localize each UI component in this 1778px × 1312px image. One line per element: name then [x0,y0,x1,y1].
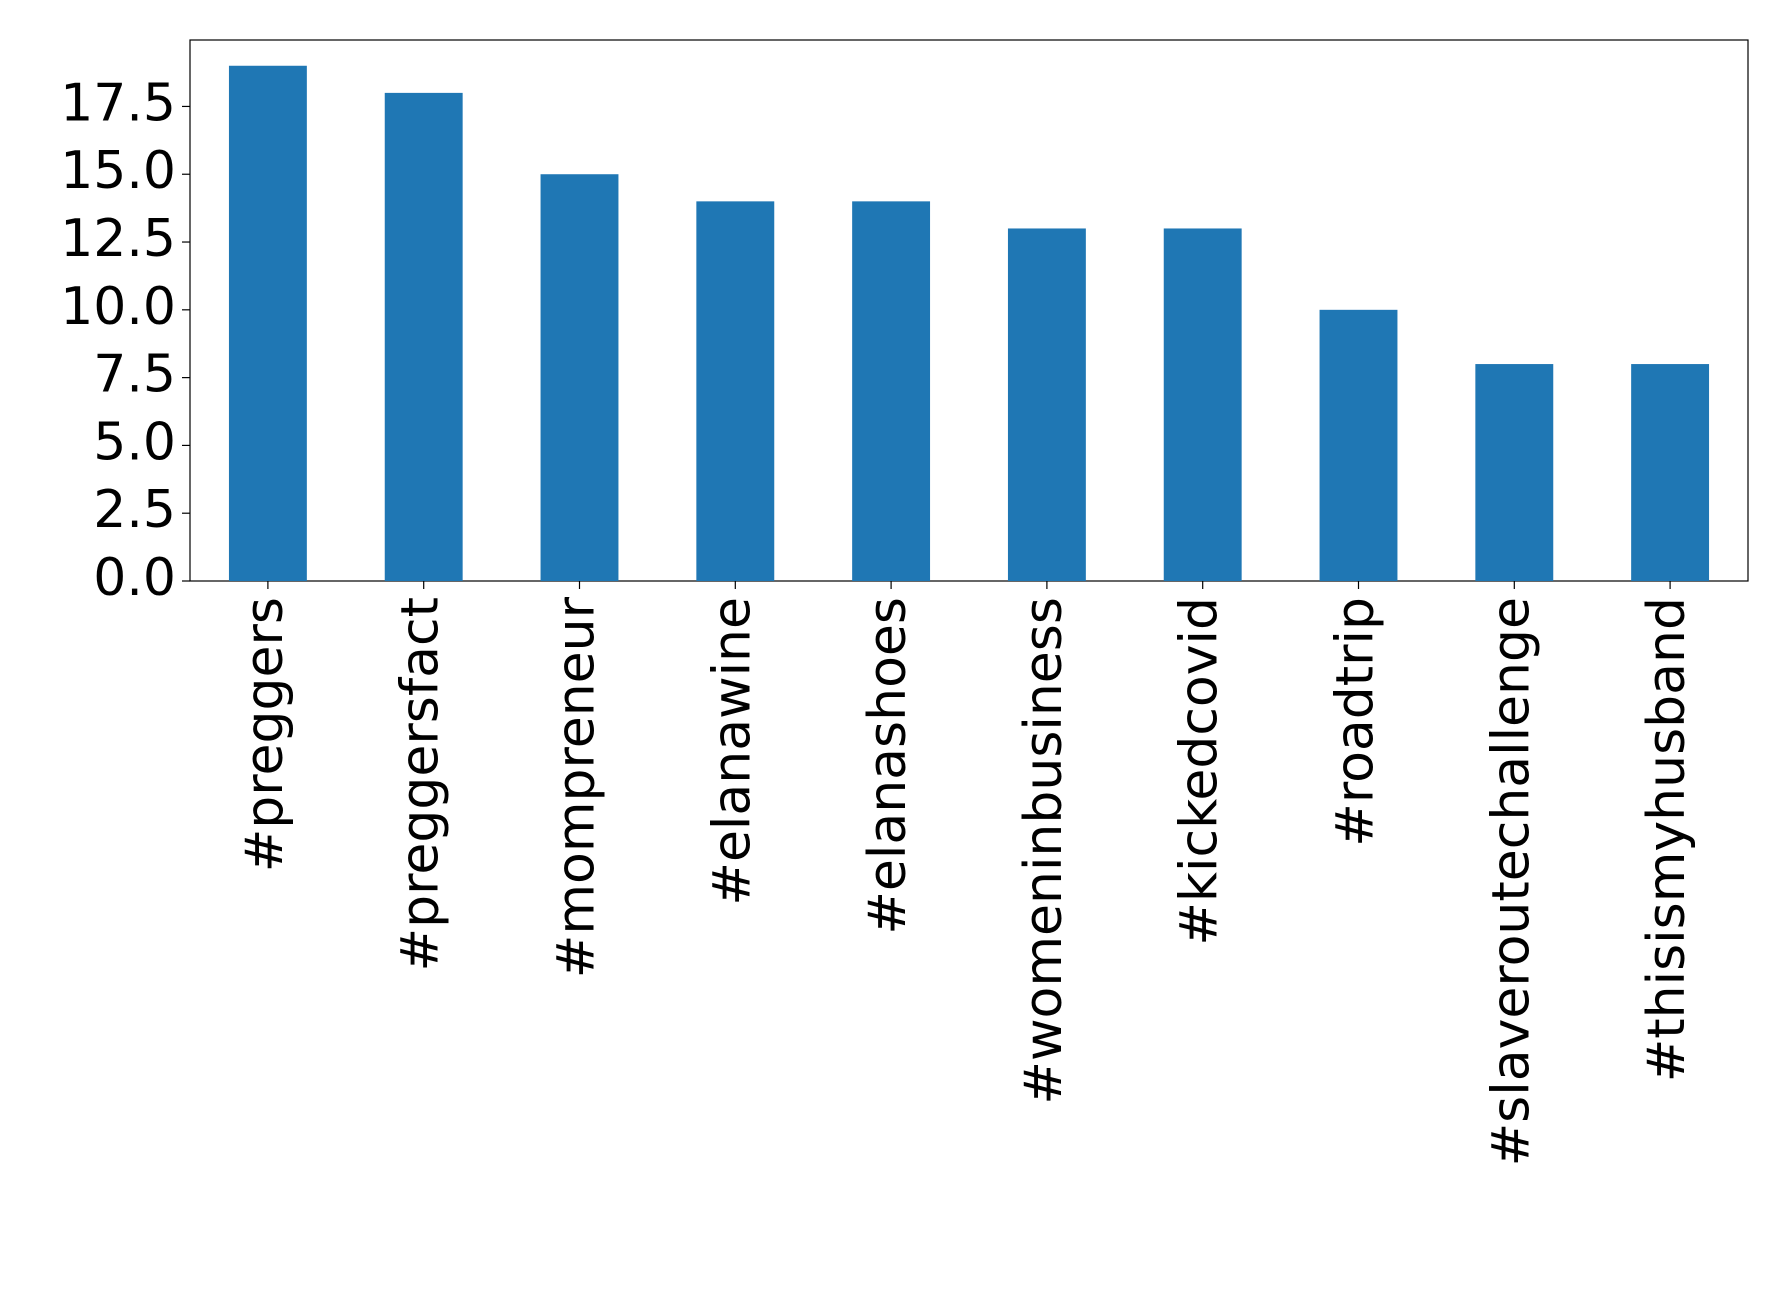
axes-frame [189,39,1749,582]
bar [1475,364,1554,581]
bar [1163,228,1242,581]
x-tick-label: #preggersfact [391,597,451,971]
y-tick-label: 17.5 [60,73,176,133]
y-tick-label: 12.5 [60,209,176,269]
x-tick-label: #thisismyhusband [1637,597,1697,1082]
y-tick-label: 0.0 [93,548,176,608]
y-tick-label: 10.0 [60,277,176,337]
bar [1007,228,1086,581]
bar [1631,364,1710,581]
x-tick-label: #roadtrip [1326,597,1386,847]
x-tick-label: #mompreneur [547,596,607,978]
bar [852,201,931,581]
y-tick-label: 15.0 [60,141,176,201]
x-tick-label: #kickedcovid [1170,597,1230,946]
x-tick-label: #elanawine [702,597,762,906]
x-tick-label: #elanashoes [858,597,918,935]
y-tick-label: 2.5 [93,480,176,540]
bar [540,174,619,581]
x-tick-label: #womeninbusiness [1014,597,1074,1105]
y-tick-label: 5.0 [93,412,176,472]
y-tick-label: 7.5 [93,345,176,405]
bar [1319,309,1398,581]
bar [384,92,463,581]
x-tick-label: #slaveroutechallenge [1481,597,1541,1166]
bar [228,65,307,581]
bar [696,201,775,581]
x-tick-label: #preggers [235,597,295,872]
